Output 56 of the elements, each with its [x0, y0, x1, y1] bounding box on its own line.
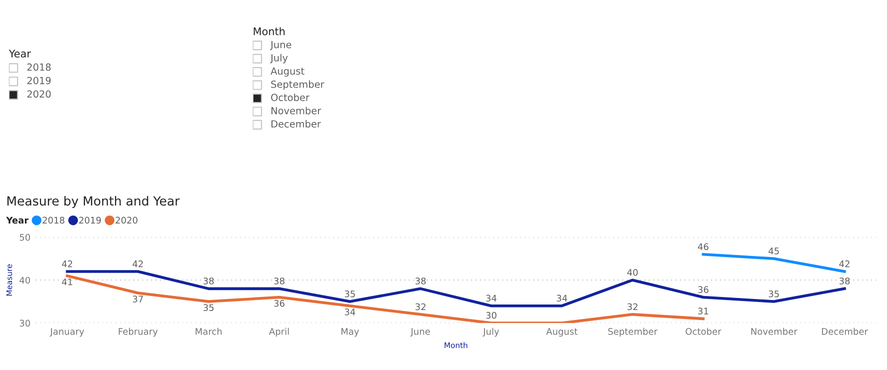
data-label: 45	[768, 248, 779, 254]
x-tick-label: June	[410, 328, 430, 337]
data-label: 41	[62, 278, 72, 286]
data-label: 40	[627, 269, 638, 276]
y-tick-label: 50	[20, 234, 30, 241]
category-label: 2020	[27, 90, 51, 98]
data-label: 36	[698, 286, 708, 294]
data-label: 35	[204, 304, 214, 312]
x-tick-label: August	[546, 328, 578, 337]
category-label: August	[270, 67, 304, 77]
data-label: 35	[344, 290, 355, 298]
x-tick-label: January	[50, 328, 84, 337]
legend-label: 2019	[79, 216, 101, 224]
x-tick-label: November	[751, 328, 798, 335]
data-label: 38	[416, 278, 426, 284]
data-label: 35	[768, 290, 779, 298]
x-tick-label: December	[822, 328, 868, 335]
category-label: June	[270, 41, 292, 50]
category-label: December	[271, 120, 321, 128]
legend-title: Year	[6, 216, 29, 224]
category-label: September	[271, 80, 324, 90]
data-label: 32	[628, 303, 638, 310]
text: Month	[254, 27, 285, 36]
legend-label: 2020	[116, 216, 138, 224]
x-tick-label: February	[118, 328, 158, 337]
category-label: July	[270, 54, 288, 64]
data-label: 42	[839, 260, 850, 268]
data-label: 36	[274, 300, 284, 307]
y-tick-label: 30	[20, 320, 30, 327]
x-tick-label: September	[608, 328, 658, 337]
data-label: 31	[698, 308, 708, 314]
data-label: 42	[62, 260, 72, 268]
data-label: 34	[486, 294, 496, 302]
data-label: 46	[698, 243, 708, 250]
text: Year	[8, 50, 31, 58]
x-tick-label: April	[269, 328, 289, 337]
category-label: October	[271, 94, 310, 102]
x-tick-label: October	[686, 328, 722, 335]
data-label: 30	[486, 312, 496, 319]
data-label: 37	[132, 296, 143, 302]
legend-label: 2018	[42, 216, 64, 224]
data-label: 38	[204, 278, 214, 284]
data-label: 34	[344, 308, 356, 316]
data-label: 38	[840, 278, 850, 284]
data-label: 38	[274, 278, 284, 284]
data-label: 34	[556, 294, 568, 302]
chart-title: Measure by Month and Year	[7, 196, 180, 208]
x-tick-label: May	[341, 328, 359, 337]
data-label: 42	[132, 260, 143, 268]
data-label: 32	[416, 303, 426, 310]
x-tick-label: July	[482, 328, 500, 337]
category-label: 2019	[27, 76, 51, 84]
category-label: November	[271, 106, 322, 114]
x-tick-label: March	[196, 328, 222, 335]
category-label: 2018	[27, 63, 51, 71]
y-tick-label: 40	[20, 276, 30, 284]
